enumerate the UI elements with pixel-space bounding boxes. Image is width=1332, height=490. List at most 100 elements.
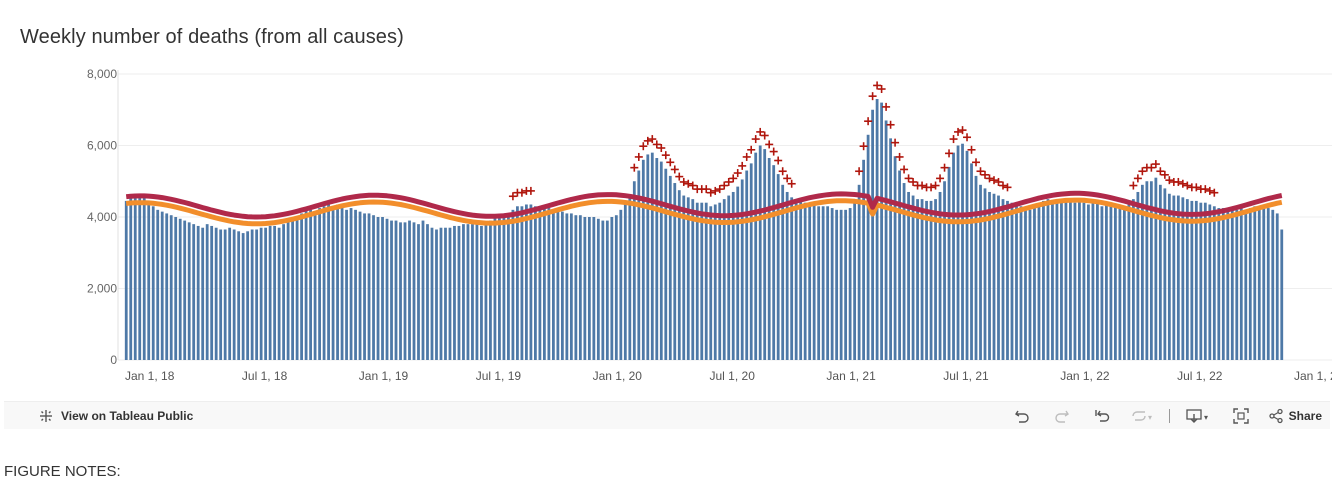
bar[interactable]: [300, 213, 303, 360]
bar[interactable]: [556, 209, 560, 360]
bar[interactable]: [408, 220, 411, 360]
bar[interactable]: [439, 227, 443, 360]
above-threshold-marker[interactable]: [738, 161, 747, 170]
bar[interactable]: [169, 215, 173, 360]
bar[interactable]: [336, 204, 339, 360]
bar[interactable]: [142, 197, 146, 360]
bar[interactable]: [1271, 209, 1275, 360]
redo-button[interactable]: [1049, 405, 1075, 427]
above-threshold-marker[interactable]: [900, 165, 909, 174]
bar[interactable]: [1176, 195, 1180, 360]
bar[interactable]: [799, 200, 803, 360]
above-threshold-marker[interactable]: [679, 177, 688, 186]
bar[interactable]: [1145, 181, 1149, 360]
bar[interactable]: [1060, 199, 1063, 361]
above-threshold-marker[interactable]: [1165, 176, 1174, 185]
bar[interactable]: [1100, 206, 1104, 360]
bar[interactable]: [560, 211, 564, 360]
above-threshold-marker[interactable]: [724, 177, 733, 186]
bar[interactable]: [772, 165, 776, 360]
bar[interactable]: [520, 206, 524, 360]
bar[interactable]: [291, 220, 294, 360]
bar[interactable]: [264, 227, 268, 360]
bar[interactable]: [219, 229, 223, 360]
above-threshold-marker[interactable]: [684, 179, 693, 188]
bar[interactable]: [934, 199, 937, 361]
bar[interactable]: [151, 206, 155, 360]
above-threshold-marker[interactable]: [1174, 177, 1183, 186]
bar[interactable]: [1105, 204, 1108, 360]
bar[interactable]: [192, 224, 196, 360]
bar[interactable]: [1082, 202, 1086, 360]
bar[interactable]: [435, 229, 438, 360]
bar[interactable]: [417, 224, 420, 360]
bar[interactable]: [1051, 200, 1054, 360]
above-threshold-marker[interactable]: [517, 188, 526, 197]
bar[interactable]: [1275, 213, 1279, 360]
bar[interactable]: [889, 138, 892, 360]
above-threshold-marker[interactable]: [652, 140, 661, 149]
above-threshold-marker[interactable]: [706, 188, 715, 197]
bar[interactable]: [632, 181, 636, 360]
bar[interactable]: [808, 202, 812, 360]
bar[interactable]: [1127, 204, 1131, 360]
bar[interactable]: [839, 209, 843, 360]
above-threshold-marker[interactable]: [1151, 160, 1160, 169]
bar[interactable]: [1185, 199, 1189, 361]
above-threshold-marker[interactable]: [1156, 167, 1165, 176]
bar[interactable]: [920, 199, 924, 361]
bar[interactable]: [691, 199, 695, 361]
above-threshold-marker[interactable]: [877, 85, 886, 94]
bar[interactable]: [542, 206, 546, 360]
bar[interactable]: [587, 217, 591, 360]
bar[interactable]: [493, 217, 497, 360]
bar[interactable]: [1046, 199, 1050, 361]
above-threshold-marker[interactable]: [945, 149, 954, 158]
bar[interactable]: [745, 170, 749, 360]
bar[interactable]: [385, 218, 389, 360]
bar[interactable]: [147, 200, 151, 360]
bar[interactable]: [372, 215, 375, 360]
bar[interactable]: [1015, 206, 1018, 360]
bar[interactable]: [1262, 206, 1266, 360]
bar[interactable]: [1140, 184, 1144, 360]
bar[interactable]: [471, 224, 474, 360]
bar[interactable]: [538, 206, 542, 360]
bar[interactable]: [794, 199, 798, 361]
bar[interactable]: [430, 227, 434, 360]
bar[interactable]: [1230, 209, 1234, 360]
bar[interactable]: [641, 159, 645, 360]
above-threshold-marker[interactable]: [904, 174, 913, 183]
bar[interactable]: [246, 231, 250, 360]
above-threshold-marker[interactable]: [859, 142, 868, 151]
undo-button[interactable]: [1009, 405, 1035, 427]
bar[interactable]: [1158, 184, 1162, 360]
bar[interactable]: [830, 208, 834, 360]
bar[interactable]: [1028, 209, 1032, 360]
bar[interactable]: [569, 213, 573, 360]
bar[interactable]: [160, 211, 164, 360]
above-threshold-marker[interactable]: [895, 152, 904, 161]
above-threshold-marker[interactable]: [751, 135, 760, 144]
bar[interactable]: [381, 217, 384, 360]
bar[interactable]: [466, 224, 470, 360]
bar[interactable]: [196, 225, 200, 360]
bar[interactable]: [862, 159, 866, 360]
bar[interactable]: [911, 195, 915, 360]
bar[interactable]: [848, 208, 852, 360]
bar[interactable]: [1199, 202, 1203, 360]
bar[interactable]: [1221, 208, 1225, 360]
above-threshold-marker[interactable]: [981, 170, 990, 179]
bar[interactable]: [713, 204, 717, 360]
above-threshold-marker[interactable]: [769, 147, 778, 156]
bar[interactable]: [614, 215, 618, 360]
bar[interactable]: [165, 213, 169, 360]
above-threshold-marker[interactable]: [720, 181, 729, 190]
view-on-tableau-button[interactable]: View on Tableau Public: [38, 408, 193, 424]
above-threshold-marker[interactable]: [783, 174, 792, 183]
bar[interactable]: [363, 213, 366, 360]
bar[interactable]: [574, 215, 578, 360]
bar[interactable]: [268, 225, 272, 360]
bar[interactable]: [853, 199, 857, 361]
bar[interactable]: [943, 181, 946, 360]
